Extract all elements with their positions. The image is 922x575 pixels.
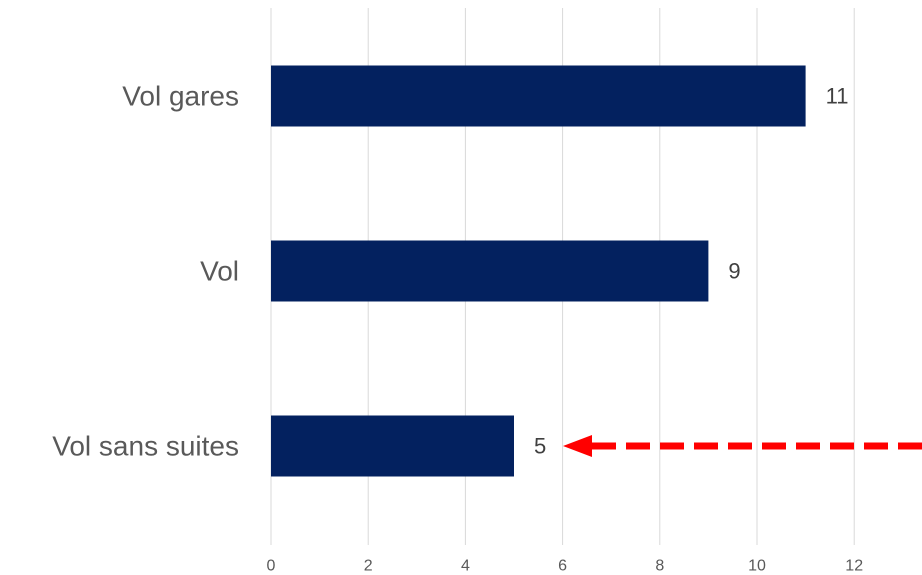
data-label-vol: 9 — [728, 259, 740, 284]
bar-series — [271, 65, 806, 477]
tick-label-4: 4 — [461, 558, 470, 575]
data-labels: 11 9 5 — [534, 84, 848, 459]
bar-vol-gares — [271, 65, 806, 127]
tick-label-12: 12 — [845, 558, 863, 575]
data-label-vol-sans-suites: 5 — [534, 434, 546, 459]
category-labels: Vol gares Vol Vol sans suites — [52, 81, 239, 462]
data-label-vol-gares: 11 — [826, 84, 849, 109]
tick-label-6: 6 — [558, 558, 567, 575]
red-dashed-arrow-annotation — [563, 435, 922, 457]
category-label-vol-gares: Vol gares — [122, 81, 239, 112]
x-tick-labels: 0 2 4 6 8 10 12 — [267, 558, 864, 575]
tick-label-8: 8 — [655, 558, 664, 575]
tick-label-2: 2 — [364, 558, 373, 575]
category-label-vol-sans-suites: Vol sans suites — [52, 431, 239, 462]
tick-label-10: 10 — [748, 558, 766, 575]
tick-label-0: 0 — [267, 558, 276, 575]
arrow-head — [563, 435, 592, 457]
bar-vol-sans-suites — [271, 415, 514, 477]
category-label-vol: Vol — [200, 256, 239, 287]
bar-vol — [271, 240, 709, 302]
